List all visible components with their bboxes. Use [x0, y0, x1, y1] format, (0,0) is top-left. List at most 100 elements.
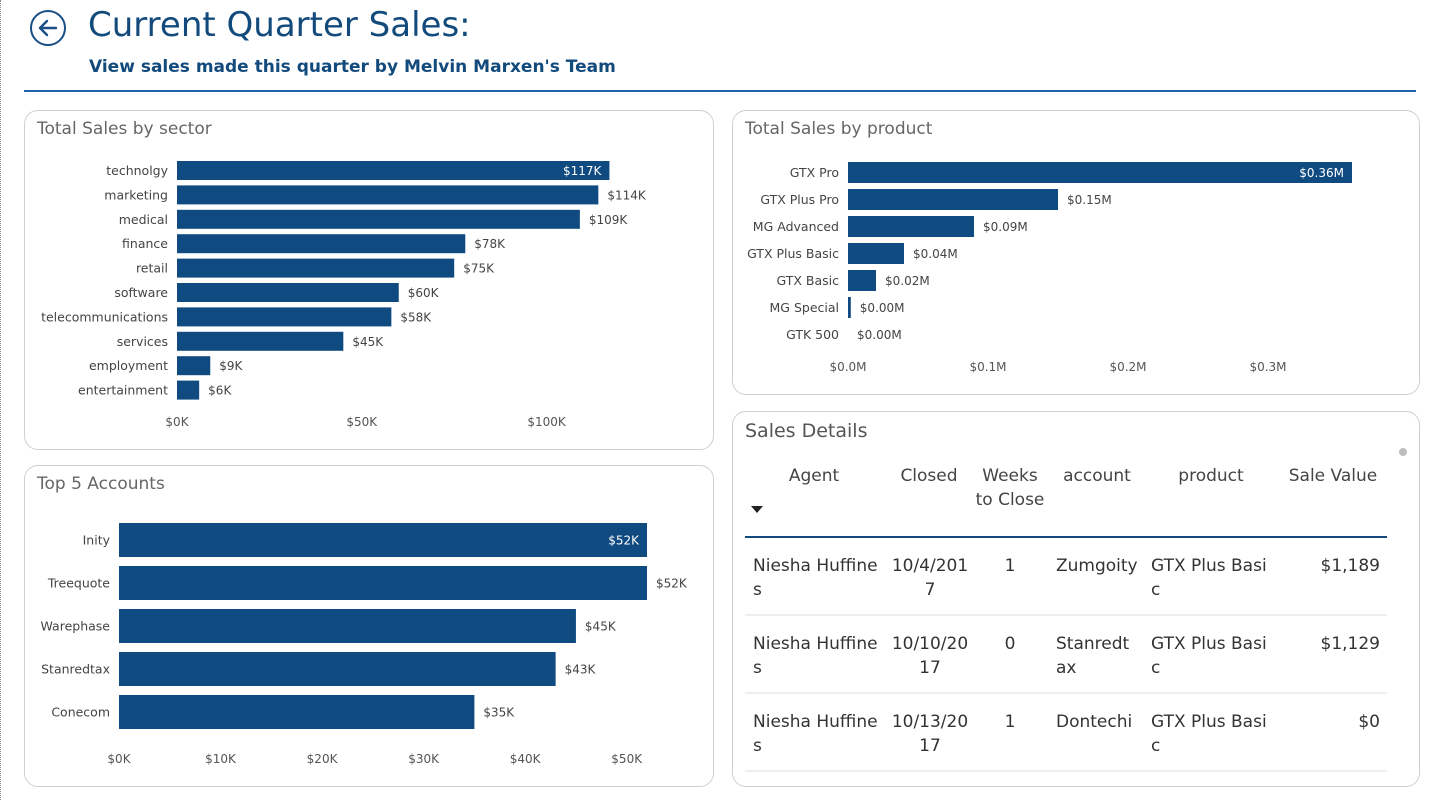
- axis-tick-label: $0.3M: [1249, 360, 1286, 374]
- axis-tick-label: $0.2M: [1109, 360, 1146, 374]
- cell-account: Dontechi: [1056, 712, 1133, 732]
- page-title: Current Quarter Sales:: [88, 5, 471, 45]
- axis-tick-label: $20K: [307, 752, 339, 766]
- data-label: $52K: [656, 577, 688, 591]
- product-bar-chart: GTX Pro $0.36M GTX Plus Pro $0.15M MG Advanc…: [747, 162, 1352, 374]
- card-title: Total Sales by sector: [37, 119, 212, 139]
- bar: [177, 331, 344, 351]
- bar: [177, 185, 599, 205]
- sort-descending-icon[interactable]: [751, 506, 763, 513]
- axis-tick-label: $0K: [165, 415, 189, 429]
- category-label: Conecom: [51, 705, 110, 720]
- bar: [177, 356, 211, 376]
- data-label: $114K: [607, 188, 647, 202]
- bar: [119, 523, 647, 557]
- category-label: entertainment: [78, 383, 168, 398]
- bar: [177, 258, 455, 278]
- bar: [177, 161, 610, 180]
- column-header-sale-value[interactable]: Sale Value: [1288, 466, 1378, 486]
- data-label: $0.02M: [885, 274, 930, 288]
- bar: [848, 189, 1058, 210]
- product-sales-card: Total Sales by product GTX Pro $0.36M GTX …: [732, 110, 1420, 395]
- scrollbar-thumb[interactable]: [1399, 448, 1407, 456]
- data-label: $35K: [483, 706, 515, 720]
- axis-tick-label: $0K: [107, 752, 131, 766]
- cell-account: Stanredtax: [1056, 634, 1130, 678]
- category-label: retail: [136, 261, 168, 276]
- data-label: $0.36M: [1299, 166, 1344, 180]
- sector-sales-card: Total Sales by sector technolgy $117K mark…: [24, 110, 714, 450]
- data-label: $60K: [408, 286, 440, 300]
- table-row[interactable]: Niesha Huffines 10/13/2017 1 Dontechi GT…: [745, 694, 1387, 772]
- card-title: Sales Details: [745, 420, 868, 442]
- axis-tick-label: $30K: [408, 752, 440, 766]
- table-row[interactable]: Niesha Huffines 10/10/2017 0 Stanredtax …: [745, 616, 1387, 694]
- category-label: GTK 500: [786, 327, 839, 342]
- cell-product: GTX Plus Basic: [1151, 712, 1267, 756]
- cell-weeks-to-close: 1: [1004, 712, 1016, 732]
- data-label: $45K: [352, 335, 384, 349]
- cell-account: Zumgoity: [1056, 556, 1138, 576]
- category-label: medical: [119, 212, 168, 227]
- cell-product: GTX Plus Basic: [1151, 556, 1267, 600]
- axis-tick-label: $50K: [346, 415, 378, 429]
- data-label: $75K: [463, 262, 495, 276]
- category-label: Stanredtax: [41, 662, 110, 677]
- category-label: GTX Plus Basic: [747, 246, 839, 261]
- category-label: services: [117, 334, 168, 349]
- sector-bar-chart: technolgy $117K marketing $114K medical $109K…: [41, 161, 647, 429]
- bar: [119, 695, 475, 729]
- axis-tick-label: $100K: [527, 415, 567, 429]
- top-accounts-card: Top 5 Accounts Inity $52K Treequote $52K War…: [24, 465, 714, 787]
- bar: [177, 283, 399, 302]
- data-label: $43K: [565, 663, 597, 677]
- bar: [848, 270, 876, 291]
- column-header-product[interactable]: product: [1178, 466, 1244, 486]
- axis-tick-label: $10K: [205, 752, 237, 766]
- back-button[interactable]: [30, 10, 66, 46]
- bar: [177, 234, 466, 254]
- axis-tick-label: $0.0M: [829, 360, 866, 374]
- cell-weeks-to-close: 0: [1004, 634, 1016, 654]
- accounts-bar-chart: Inity $52K Treequote $52K Warephase $45K Stanr…: [41, 523, 688, 766]
- bar: [177, 380, 200, 400]
- axis-tick-label: $50K: [611, 752, 643, 766]
- cell-closed: 10/13/2017: [891, 712, 969, 756]
- bar: [848, 243, 904, 264]
- card-title: Total Sales by product: [745, 119, 933, 139]
- header-divider: [24, 90, 1416, 92]
- column-header-agent[interactable]: Agent: [788, 466, 840, 486]
- category-label: Treequote: [47, 576, 110, 591]
- column-header-closed[interactable]: Closed: [900, 466, 958, 486]
- category-label: software: [114, 285, 168, 300]
- column-header-account[interactable]: account: [1063, 466, 1131, 486]
- bar: [848, 297, 851, 318]
- data-label: $0.04M: [913, 247, 958, 261]
- data-label: $0.00M: [857, 328, 902, 342]
- bar: [177, 209, 580, 229]
- axis-tick-label: $0.1M: [969, 360, 1006, 374]
- column-header-weeks-to-close[interactable]: Weeks to Close: [975, 466, 1045, 510]
- cell-closed: 10/10/2017: [891, 634, 969, 678]
- cell-closed: 10/4/2017: [891, 556, 969, 600]
- bar: [119, 609, 576, 643]
- cell-product: GTX Plus Basic: [1151, 634, 1267, 678]
- data-label: $109K: [589, 213, 629, 227]
- cell-sale-value: $1,189: [1320, 556, 1380, 576]
- table-row[interactable]: Niesha Huffines 10/4/2017 1 Zumgoity GTX…: [745, 538, 1387, 616]
- page-subtitle: View sales made this quarter by Melvin M…: [89, 57, 616, 77]
- category-label: telecommunications: [41, 309, 168, 324]
- card-title: Top 5 Accounts: [37, 474, 165, 494]
- data-label: $117K: [563, 164, 603, 178]
- table-header: Agent Closed Weeks to Close account prod…: [745, 460, 1387, 538]
- category-label: GTX Pro: [790, 165, 839, 180]
- axis-tick-label: $40K: [510, 752, 542, 766]
- left-border: [0, 0, 1, 800]
- data-label: $9K: [219, 359, 243, 373]
- category-label: GTX Plus Pro: [760, 192, 839, 207]
- category-label: MG Special: [770, 300, 839, 315]
- cell-agent: Niesha Huffines: [753, 712, 878, 756]
- bar: [848, 216, 974, 237]
- category-label: marketing: [104, 187, 168, 202]
- data-label: $45K: [585, 620, 617, 634]
